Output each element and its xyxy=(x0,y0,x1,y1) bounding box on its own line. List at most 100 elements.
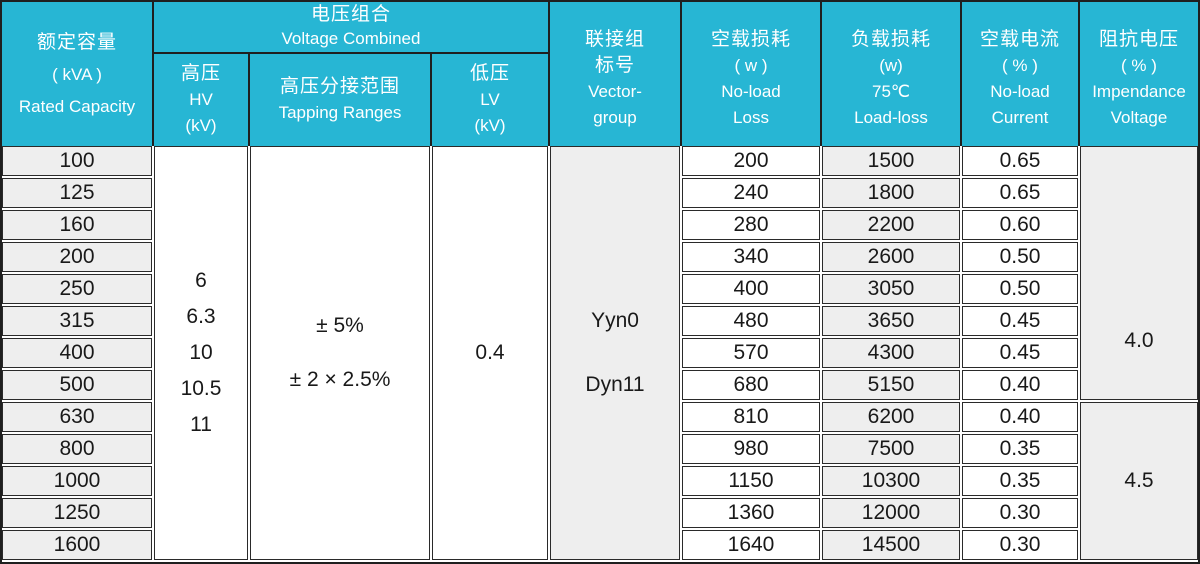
no-load-current-cell: 0.65 xyxy=(962,146,1078,176)
vector-group-cell: Yyn0 Dyn11 xyxy=(550,146,680,560)
capacity-cell: 200 xyxy=(2,242,152,272)
header-no-load-loss-unit: ( w ) xyxy=(734,56,768,75)
load-loss-cell: 5150 xyxy=(822,370,960,400)
load-loss-cell: 3650 xyxy=(822,306,960,336)
header-rated-capacity-en: Rated Capacity xyxy=(18,96,136,116)
no-load-loss-cell: 570 xyxy=(682,338,820,368)
impedance-value: 4.5 xyxy=(1124,469,1154,492)
header-load-loss-zh: 负载损耗 xyxy=(850,29,931,50)
header-no-load-current: 空载电流 ( % ) No-load Current xyxy=(962,2,1078,146)
header-lv-unit: (kV) xyxy=(474,116,506,135)
capacity-cell: 125 xyxy=(2,178,152,208)
capacity-cell: 1600 xyxy=(2,530,152,560)
header-load-loss-en: Load-loss xyxy=(854,108,928,127)
capacity-cell: 1250 xyxy=(2,498,152,528)
table-body: 6 6.3 10 10.5 11 ± 5% ± 2 × 2.5% 0.4 Yyn… xyxy=(2,146,1198,560)
impedance-cell-upper: 4.0 xyxy=(1080,146,1198,400)
header-tapping-zh: 高压分接范围 xyxy=(279,76,400,97)
impedance-value: 4.0 xyxy=(1124,329,1154,352)
load-loss-cell: 4300 xyxy=(822,338,960,368)
no-load-current-cell: 0.40 xyxy=(962,402,1078,432)
header-load-loss-temp: 75℃ xyxy=(871,82,910,101)
header-lv-zh: 低压 xyxy=(469,63,510,84)
header-impedance-voltage: 阻抗电压 ( % ) Impendance Voltage xyxy=(1080,2,1198,146)
no-load-current-cell: 0.45 xyxy=(962,306,1078,336)
capacity-cell: 1000 xyxy=(2,466,152,496)
hv-value: 10.5 xyxy=(180,377,222,400)
no-load-current-cell: 0.65 xyxy=(962,178,1078,208)
no-load-loss-cell: 200 xyxy=(682,146,820,176)
no-load-loss-cell: 280 xyxy=(682,210,820,240)
no-load-loss-cell: 1640 xyxy=(682,530,820,560)
capacity-cell: 250 xyxy=(2,274,152,304)
no-load-current-cell: 0.35 xyxy=(962,434,1078,464)
header-no-load-loss-zh: 空载损耗 xyxy=(710,29,791,50)
capacity-cell: 500 xyxy=(2,370,152,400)
no-load-loss-cell: 340 xyxy=(682,242,820,272)
header-no-load-current-en2: Current xyxy=(991,108,1049,127)
header-rated-capacity-unit: ( kVA ) xyxy=(52,64,102,84)
header-voltage-combined-en: Voltage Combined xyxy=(281,29,421,48)
no-load-loss-cell: 980 xyxy=(682,434,820,464)
hv-value: 6 xyxy=(195,269,207,292)
vector-value: Yyn0 xyxy=(591,309,639,332)
load-loss-cell: 1500 xyxy=(822,146,960,176)
header-impedance-en2: Voltage xyxy=(1110,108,1168,127)
capacity-cell: 630 xyxy=(2,402,152,432)
tapping-value: ± 2 × 2.5% xyxy=(289,368,391,391)
header-hv: 高压 HV (kV) xyxy=(154,54,248,146)
hv-value: 11 xyxy=(190,413,212,436)
no-load-current-cell: 0.30 xyxy=(962,498,1078,528)
no-load-loss-cell: 240 xyxy=(682,178,820,208)
no-load-loss-cell: 1360 xyxy=(682,498,820,528)
no-load-current-cell: 0.40 xyxy=(962,370,1078,400)
header-load-loss: 负载损耗 (w) 75℃ Load-loss xyxy=(822,2,960,146)
capacity-cell: 400 xyxy=(2,338,152,368)
header-impedance-unit: ( % ) xyxy=(1121,56,1157,75)
lv-value-cell: 0.4 xyxy=(432,146,548,560)
no-load-current-cell: 0.45 xyxy=(962,338,1078,368)
hv-value: 10 xyxy=(189,341,213,364)
load-loss-cell: 14500 xyxy=(822,530,960,560)
header-no-load-current-zh: 空载电流 xyxy=(979,29,1060,50)
header-vector-group: 联接组 标号 Vector- group xyxy=(550,2,680,146)
header-vector-group-zh1: 联接组 xyxy=(584,29,645,50)
header-hv-zh: 高压 xyxy=(180,63,221,84)
header-tapping-ranges: 高压分接范围 Tapping Ranges xyxy=(250,54,430,146)
load-loss-cell: 10300 xyxy=(822,466,960,496)
no-load-current-cell: 0.35 xyxy=(962,466,1078,496)
no-load-current-cell: 0.50 xyxy=(962,242,1078,272)
header-voltage-combined: 电压组合 Voltage Combined xyxy=(154,2,548,52)
header-hv-en: HV xyxy=(189,90,213,109)
header-rated-capacity-zh: 额定容量 xyxy=(36,31,117,53)
vector-value: Dyn11 xyxy=(585,373,645,396)
load-loss-cell: 6200 xyxy=(822,402,960,432)
header-no-load-current-en1: No-load xyxy=(990,82,1050,101)
no-load-current-cell: 0.50 xyxy=(962,274,1078,304)
table-header: 额定容量 ( kVA ) Rated Capacity 电压组合 Voltage… xyxy=(2,2,1198,146)
no-load-loss-cell: 810 xyxy=(682,402,820,432)
header-no-load-loss-en1: No-load xyxy=(721,82,781,101)
load-loss-cell: 1800 xyxy=(822,178,960,208)
header-hv-unit: (kV) xyxy=(185,116,217,135)
header-vector-group-zh2: 标号 xyxy=(594,55,635,76)
hv-values-cell: 6 6.3 10 10.5 11 xyxy=(154,146,248,560)
header-vector-group-en1: Vector- xyxy=(588,82,642,101)
no-load-loss-cell: 1150 xyxy=(682,466,820,496)
no-load-loss-cell: 480 xyxy=(682,306,820,336)
load-loss-cell: 2600 xyxy=(822,242,960,272)
header-rated-capacity: 额定容量 ( kVA ) Rated Capacity xyxy=(2,2,152,146)
capacity-cell: 800 xyxy=(2,434,152,464)
load-loss-cell: 7500 xyxy=(822,434,960,464)
capacity-cell: 100 xyxy=(2,146,152,176)
header-no-load-loss-en2: Loss xyxy=(733,108,769,127)
header-tapping-en: Tapping Ranges xyxy=(278,103,402,122)
tapping-value: ± 5% xyxy=(316,314,364,337)
load-loss-cell: 2200 xyxy=(822,210,960,240)
header-vector-group-en2: group xyxy=(593,108,637,127)
lv-value: 0.4 xyxy=(475,341,505,364)
header-voltage-combined-zh: 电压组合 xyxy=(310,4,391,25)
header-lv-en: LV xyxy=(480,90,500,109)
capacity-cell: 315 xyxy=(2,306,152,336)
header-impedance-zh: 阻抗电压 xyxy=(1098,29,1179,50)
